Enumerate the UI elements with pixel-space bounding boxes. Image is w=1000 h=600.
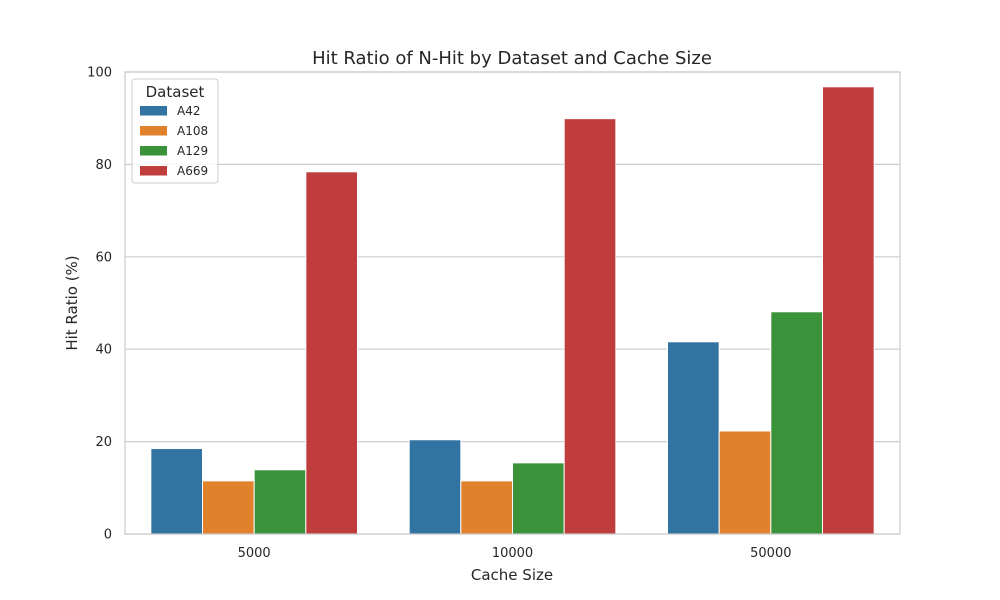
y-tick-label: 0 bbox=[104, 528, 112, 543]
bar-a108-10000 bbox=[460, 480, 514, 535]
legend-swatch-a669 bbox=[140, 166, 167, 176]
plot-frame bbox=[124, 71, 901, 535]
bar-a129-5000 bbox=[253, 469, 307, 535]
bar-a669-10000 bbox=[563, 118, 617, 535]
bar-a42-10000 bbox=[408, 439, 462, 535]
y-tick-labels: 0 20 40 60 80 100 bbox=[87, 66, 112, 543]
legend-box bbox=[131, 78, 219, 184]
bar-a669-5000 bbox=[305, 171, 359, 535]
y-axis-title: Hit Ratio (%) bbox=[63, 255, 81, 350]
bar-a108-5000 bbox=[202, 480, 255, 535]
legend-swatch-a108 bbox=[140, 126, 167, 136]
legend-label-a42: A42 bbox=[177, 104, 200, 118]
legend-swatch-a129 bbox=[140, 146, 167, 156]
legend-label-a669: A669 bbox=[177, 164, 208, 178]
y-tick-label: 100 bbox=[87, 66, 112, 81]
y-tick-label: 80 bbox=[95, 158, 112, 173]
x-axis-title: Cache Size bbox=[471, 566, 553, 584]
legend-swatch-a42 bbox=[140, 106, 167, 116]
bar-a42-5000 bbox=[150, 448, 203, 535]
x-tick-label: 10000 bbox=[492, 546, 533, 561]
bar-a129-50000 bbox=[770, 311, 823, 535]
y-tick-label: 20 bbox=[95, 435, 112, 450]
bar-a42-50000 bbox=[667, 341, 720, 535]
y-tick-label: 40 bbox=[95, 343, 112, 358]
bar-a129-10000 bbox=[512, 462, 565, 535]
legend: Dataset A42 A108 A129 A669 bbox=[131, 78, 219, 184]
bar-a669-50000 bbox=[822, 86, 875, 535]
bar-a108-50000 bbox=[718, 430, 772, 535]
y-tick-label: 60 bbox=[95, 250, 112, 265]
chart-title: Hit Ratio of N-Hit by Dataset and Cache … bbox=[312, 48, 712, 69]
bars bbox=[150, 86, 875, 535]
legend-label-a129: A129 bbox=[177, 144, 208, 158]
x-tick-labels: 5000 10000 50000 bbox=[238, 546, 792, 561]
x-tick-label: 50000 bbox=[750, 546, 791, 561]
legend-label-a108: A108 bbox=[177, 124, 208, 138]
x-tick-label: 5000 bbox=[238, 546, 271, 561]
legend-title: Dataset bbox=[146, 83, 205, 101]
